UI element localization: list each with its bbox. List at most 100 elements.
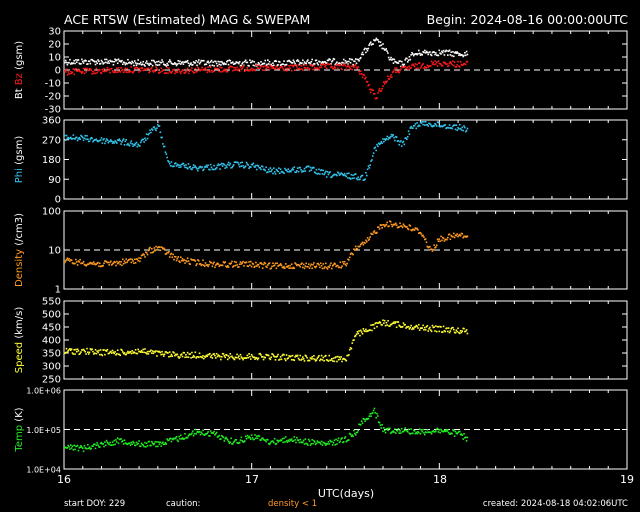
- data-point: [390, 431, 393, 434]
- data-point: [313, 171, 316, 174]
- data-point: [85, 138, 87, 141]
- data-point: [417, 52, 419, 55]
- data-point: [393, 58, 396, 61]
- data-point: [264, 356, 267, 359]
- data-point: [184, 262, 186, 264]
- data-point: [123, 69, 126, 72]
- data-point: [173, 68, 175, 71]
- data-point: [197, 356, 199, 358]
- data-point: [233, 69, 236, 71]
- data-point: [119, 263, 122, 266]
- data-point: [295, 263, 297, 265]
- data-point: [205, 354, 208, 357]
- data-point: [437, 431, 440, 433]
- data-point: [373, 39, 376, 42]
- data-point: [399, 222, 401, 225]
- data-point: [205, 69, 208, 71]
- data-point: [143, 141, 145, 143]
- data-point: [208, 70, 210, 72]
- data-point: [457, 60, 459, 63]
- data-point: [314, 59, 317, 62]
- data-point: [93, 60, 95, 62]
- data-point: [86, 347, 88, 350]
- data-point: [155, 245, 157, 248]
- data-point: [330, 176, 332, 179]
- data-point: [319, 441, 321, 444]
- data-point: [160, 61, 162, 64]
- data-point: [283, 172, 285, 174]
- data-point: [194, 260, 197, 262]
- data-point: [290, 64, 292, 67]
- data-point: [137, 143, 139, 146]
- data-point: [95, 60, 98, 63]
- data-point: [250, 67, 253, 70]
- data-point: [116, 139, 119, 141]
- data-point: [280, 66, 283, 68]
- data-point: [377, 142, 380, 145]
- data-point: [435, 244, 438, 247]
- data-point: [90, 262, 93, 265]
- data-point: [375, 97, 378, 100]
- data-point: [466, 332, 469, 335]
- data-point: [261, 63, 263, 66]
- data-point: [89, 448, 92, 450]
- data-point: [339, 63, 342, 66]
- data-point: [301, 171, 303, 173]
- data-point: [193, 71, 196, 74]
- data-point: [93, 261, 95, 263]
- data-point: [112, 141, 115, 143]
- data-point: [209, 168, 211, 171]
- data-point: [220, 438, 222, 440]
- data-point: [460, 331, 463, 334]
- data-point: [304, 265, 307, 267]
- data-point: [315, 359, 318, 361]
- data-point: [353, 429, 355, 432]
- data-point: [418, 431, 420, 434]
- data-point: [164, 72, 167, 74]
- data-point: [447, 54, 449, 56]
- data-point: [219, 264, 221, 267]
- data-point: [369, 236, 371, 238]
- data-point: [201, 356, 203, 359]
- data-point: [116, 71, 119, 73]
- data-point: [146, 67, 149, 70]
- data-point: [319, 358, 322, 361]
- data-point: [265, 265, 267, 268]
- data-point: [445, 327, 447, 330]
- data-point: [286, 170, 289, 173]
- data-point: [95, 138, 98, 141]
- data-point: [294, 69, 296, 72]
- data-point: [108, 264, 110, 266]
- data-point: [89, 68, 92, 70]
- data-point: [151, 128, 153, 130]
- data-point: [112, 444, 115, 446]
- data-point: [71, 445, 74, 448]
- data-point: [452, 429, 455, 432]
- data-point: [132, 260, 134, 262]
- data-point: [450, 62, 453, 64]
- data-point: [122, 352, 125, 355]
- y-tick-label: 1.0E+06: [26, 387, 61, 396]
- data-point: [311, 65, 313, 68]
- data-point: [70, 138, 73, 140]
- data-point: [273, 60, 276, 63]
- data-point: [442, 49, 445, 52]
- data-point: [64, 446, 67, 449]
- data-point: [391, 58, 394, 60]
- data-point: [80, 444, 82, 447]
- data-point: [145, 60, 148, 62]
- data-point: [332, 357, 335, 360]
- data-point: [321, 64, 324, 66]
- data-point: [371, 412, 373, 415]
- data-point: [301, 59, 304, 62]
- data-point: [190, 258, 192, 260]
- data-point: [157, 125, 160, 127]
- data-point: [240, 64, 243, 67]
- data-point: [316, 357, 319, 360]
- data-point: [243, 265, 245, 267]
- data-point: [300, 65, 302, 67]
- data-point: [449, 127, 452, 129]
- data-point: [157, 351, 160, 353]
- data-point: [69, 348, 71, 350]
- data-point: [374, 39, 377, 41]
